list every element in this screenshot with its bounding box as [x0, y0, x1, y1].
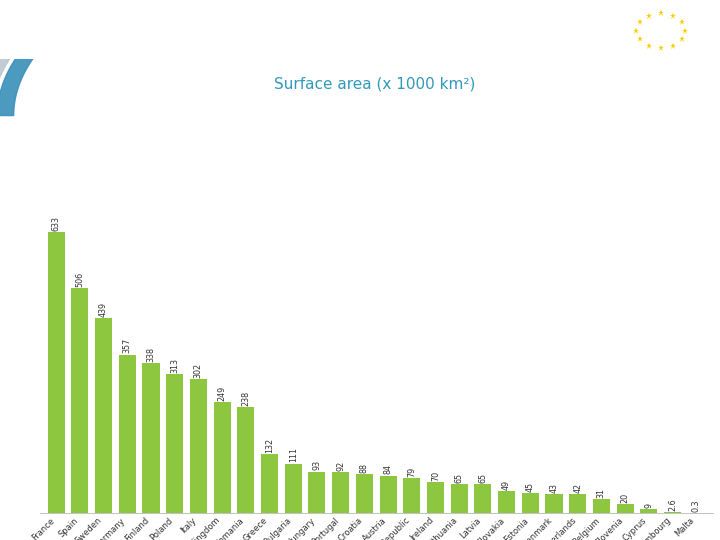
Text: 79: 79	[408, 467, 416, 477]
Text: 9: 9	[644, 503, 653, 508]
Bar	[403, 478, 420, 513]
Text: 633: 633	[52, 215, 60, 231]
Bar	[498, 491, 515, 513]
Bar	[143, 363, 160, 513]
Bar	[71, 288, 89, 513]
Bar	[522, 493, 539, 513]
Bar	[474, 484, 492, 513]
Text: 338: 338	[146, 347, 156, 362]
Bar	[451, 484, 468, 513]
Bar	[214, 402, 230, 513]
Text: 31: 31	[597, 488, 606, 498]
Text: 0.3: 0.3	[692, 499, 701, 511]
Bar	[356, 474, 373, 513]
Text: 111: 111	[289, 448, 298, 462]
Bar	[593, 500, 610, 513]
Text: 43: 43	[549, 483, 559, 492]
Text: 302: 302	[194, 362, 203, 377]
Text: 65: 65	[478, 472, 487, 483]
Polygon shape	[0, 0, 364, 116]
Bar	[48, 232, 65, 513]
Text: 84: 84	[384, 464, 392, 474]
Bar	[95, 318, 112, 513]
Bar	[664, 512, 681, 513]
Text: 313: 313	[170, 357, 179, 373]
Bar	[427, 482, 444, 513]
Bar	[379, 476, 397, 513]
Bar	[332, 472, 349, 513]
Text: 70: 70	[431, 470, 440, 481]
Bar	[546, 494, 562, 513]
Text: 49: 49	[502, 480, 511, 490]
Text: 93: 93	[312, 460, 321, 470]
Bar	[569, 494, 586, 513]
Text: 506: 506	[76, 272, 84, 287]
Text: How big are the EU countries?: How big are the EU countries?	[13, 21, 346, 40]
Text: 65: 65	[454, 472, 464, 483]
Bar	[284, 464, 302, 513]
Text: Surface area (x 1000 km²): Surface area (x 1000 km²)	[274, 76, 475, 91]
Bar	[119, 355, 136, 513]
Bar	[238, 407, 254, 513]
Text: 92: 92	[336, 461, 345, 471]
Polygon shape	[0, 0, 367, 116]
Text: 132: 132	[265, 438, 274, 453]
Text: 238: 238	[241, 391, 251, 406]
Bar	[190, 379, 207, 513]
Bar	[261, 455, 278, 513]
Bar	[166, 374, 184, 513]
Text: 357: 357	[123, 338, 132, 353]
Text: 88: 88	[360, 463, 369, 472]
Text: 249: 249	[217, 386, 227, 401]
Bar	[640, 509, 657, 513]
Bar	[616, 504, 634, 513]
Text: 42: 42	[573, 483, 582, 493]
Bar	[308, 472, 325, 513]
Text: 439: 439	[99, 302, 108, 317]
Text: 2.6: 2.6	[668, 498, 677, 510]
Text: 20: 20	[621, 492, 629, 503]
Text: 45: 45	[526, 482, 535, 492]
